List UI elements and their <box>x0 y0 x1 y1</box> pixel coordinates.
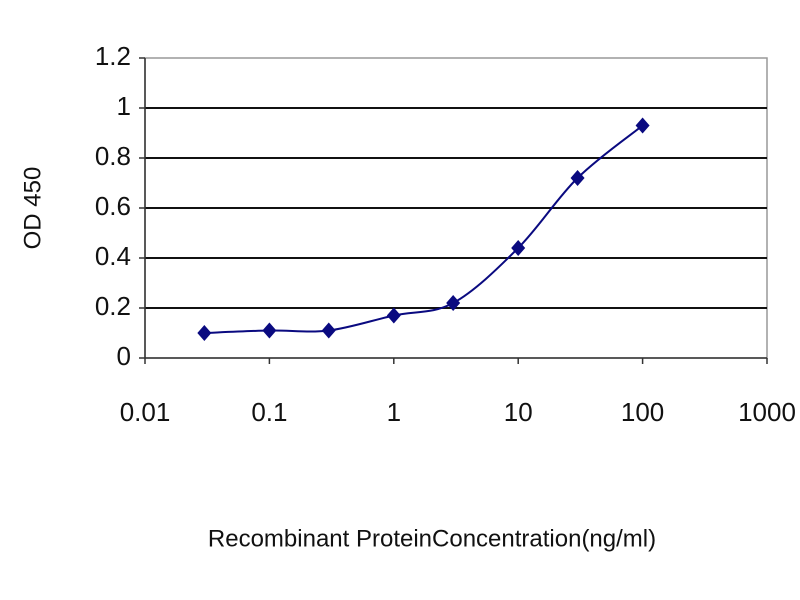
data-point <box>262 322 277 339</box>
data-point <box>197 325 212 341</box>
data-point <box>386 307 401 324</box>
x-tick-label: 100 <box>621 397 664 427</box>
x-tick-label: 1000 <box>738 397 796 427</box>
data-point <box>321 322 336 339</box>
x-tick-label: 0.1 <box>251 397 287 427</box>
y-tick-label: 0 <box>117 341 131 371</box>
y-tick-label: 0.2 <box>95 291 131 321</box>
y-tick-label: 1 <box>117 91 131 121</box>
y-axis-label: OD 450 <box>19 167 46 250</box>
x-tick-label: 10 <box>504 397 533 427</box>
y-tick-label: 1.2 <box>95 41 131 71</box>
data-point <box>570 170 585 186</box>
data-point <box>635 117 650 134</box>
x-tick-label: 1 <box>387 397 401 427</box>
y-tick-label: 0.6 <box>95 191 131 221</box>
y-tick-label: 0.4 <box>95 241 131 271</box>
data-point <box>511 240 526 256</box>
y-tick-label: 0.8 <box>95 141 131 171</box>
data-point <box>446 295 461 311</box>
x-axis-label: Recombinant ProteinConcentration(ng/ml) <box>208 525 656 552</box>
x-tick-label: 0.01 <box>120 397 171 427</box>
